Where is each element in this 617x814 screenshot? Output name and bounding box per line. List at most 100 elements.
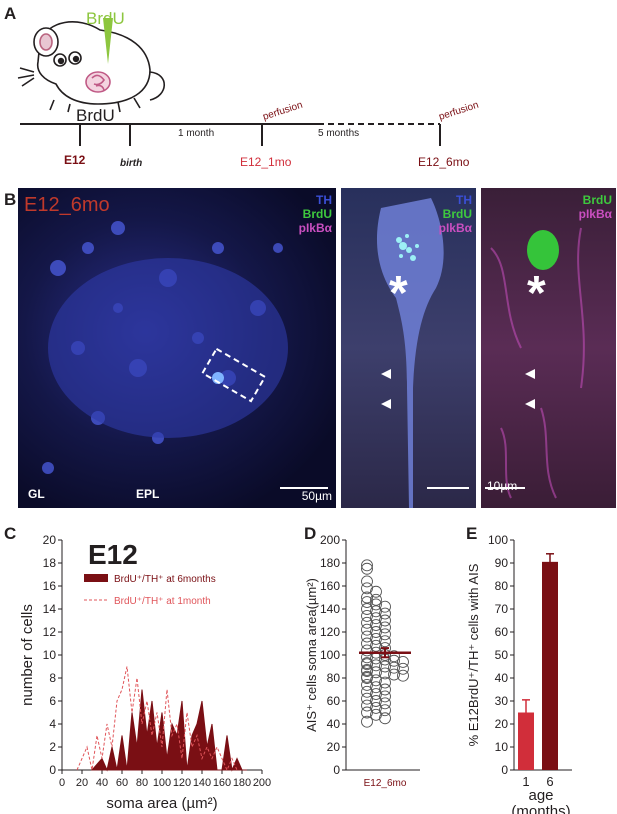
data-point [361,591,373,604]
x-tick-label: 60 [116,777,128,789]
data-point [379,712,391,725]
x-axis-title: soma area (µm²) [106,795,217,812]
panel-letter-a: A [4,4,17,23]
panel-a-timeline: BrdU BrdU E12 birth 1 month 5 months per… [17,9,481,169]
y-tick-label: 90 [495,556,509,570]
x-tick-label: 160 [213,777,231,789]
micrograph-cell-th: * TH BrdU pIkBα [341,188,476,508]
y-tick-label: 100 [488,533,508,547]
x-tick-label: 20 [76,777,88,789]
scale-10um-label: 10µm [487,479,518,493]
syringe-icon [103,18,113,64]
x-axis-title-line1: age [528,787,553,804]
y-tick-label: 2 [49,740,56,754]
panel-letter-c: C [4,524,17,543]
epl-label: EPL [136,487,160,501]
data-point [361,678,373,691]
data-point [361,630,373,643]
ais-arrow-4 [525,399,535,409]
data-point [361,644,373,657]
y-tick-label: 180 [320,556,340,570]
gl-label: GL [28,487,45,501]
one-month-label: 1 month [178,128,214,139]
data-point [361,559,373,572]
y-tick-label: 8 [49,671,56,685]
data-point [361,582,373,595]
y-tick-label: 14 [43,602,57,616]
legend-swatch-6months [84,574,108,582]
mouse-illustration [17,21,166,113]
data-point [361,603,373,615]
y-tick-label: 18 [43,556,57,570]
y-tick-label: 200 [320,533,340,547]
data-point [361,623,373,636]
series-1month-line [76,666,238,772]
e12-1mo-label: E12_1mo [240,155,292,169]
x-tick-label: 180 [233,777,251,789]
brdu-timeline-label: BrdU [76,106,115,125]
y-tick-label: 40 [495,671,509,685]
e12-6mo-label: E12_6mo [418,155,470,169]
channel-th-label-2: TH [456,193,472,207]
channel-brdu-label-3: BrdU [582,193,612,207]
y-tick-label: 10 [495,740,509,754]
y-tick-label: 60 [495,625,509,639]
x-tick-label: 40 [96,777,108,789]
y-tick-label: 50 [495,648,509,662]
data-point [361,692,373,705]
data-point [379,667,391,680]
x-tick-label: 140 [193,777,211,789]
y-tick-label: 0 [501,763,508,777]
brdu-injection-label: BrdU [86,9,125,28]
data-point [361,685,373,698]
data-point [361,596,373,609]
data-point [361,706,373,719]
data-point [361,609,373,622]
y-tick-label: 80 [327,671,341,685]
x-axis-title-line2: (months) [511,803,570,814]
asterisk-marker-2: * [527,267,546,320]
chart-soma-area-scatter: 0 20 40 60 80 100 120 140 160 180 200 AIS⁺ cells so… [304,533,420,789]
y-tick-label: 12 [43,625,57,639]
x-tick-label: 0 [59,777,65,789]
channel-brdu-label: BrdU [302,207,332,221]
data-point [397,662,409,675]
y-tick-label: 140 [320,602,340,616]
ais-arrow-1 [381,369,391,379]
channel-th-label: TH [316,193,332,207]
y-tick-label: 16 [43,579,57,593]
y-axis-title: AIS⁺ cells soma area(µm²) [304,578,319,732]
y-tick-label: 100 [320,648,340,662]
data-point [397,655,409,668]
five-months-label: 5 months [318,128,359,139]
ais-arrow-3 [525,369,535,379]
data-point [370,593,382,606]
data-point [361,672,373,684]
y-tick-label: 120 [320,625,340,639]
data-point [370,708,382,721]
data-point [361,562,373,575]
ais-arrow-2 [381,399,391,409]
y-tick-label: 0 [333,763,340,777]
data-point [397,669,409,682]
y-tick-label: 10 [43,648,57,662]
bar-1-month [518,712,534,770]
data-point [361,658,373,671]
e12-label: E12 [64,153,86,167]
data-point [361,699,373,712]
y-axis-title: number of cells [19,604,36,706]
perfusion-6mo-label: perfusion [438,100,481,123]
x-tick-label: 6 [546,774,553,789]
y-tick-label: 60 [327,694,341,708]
panel-letter-e: E [466,524,478,543]
data-point [388,661,400,674]
data-point [361,715,373,728]
x-tick-label: 100 [153,777,171,789]
x-tick-label: 200 [253,777,271,789]
channel-plkb-label: pIkBα [298,221,332,235]
data-point [388,650,400,663]
micrograph-title: E12_6mo [24,194,110,216]
data-point [361,637,373,650]
y-tick-label: 30 [495,694,509,708]
